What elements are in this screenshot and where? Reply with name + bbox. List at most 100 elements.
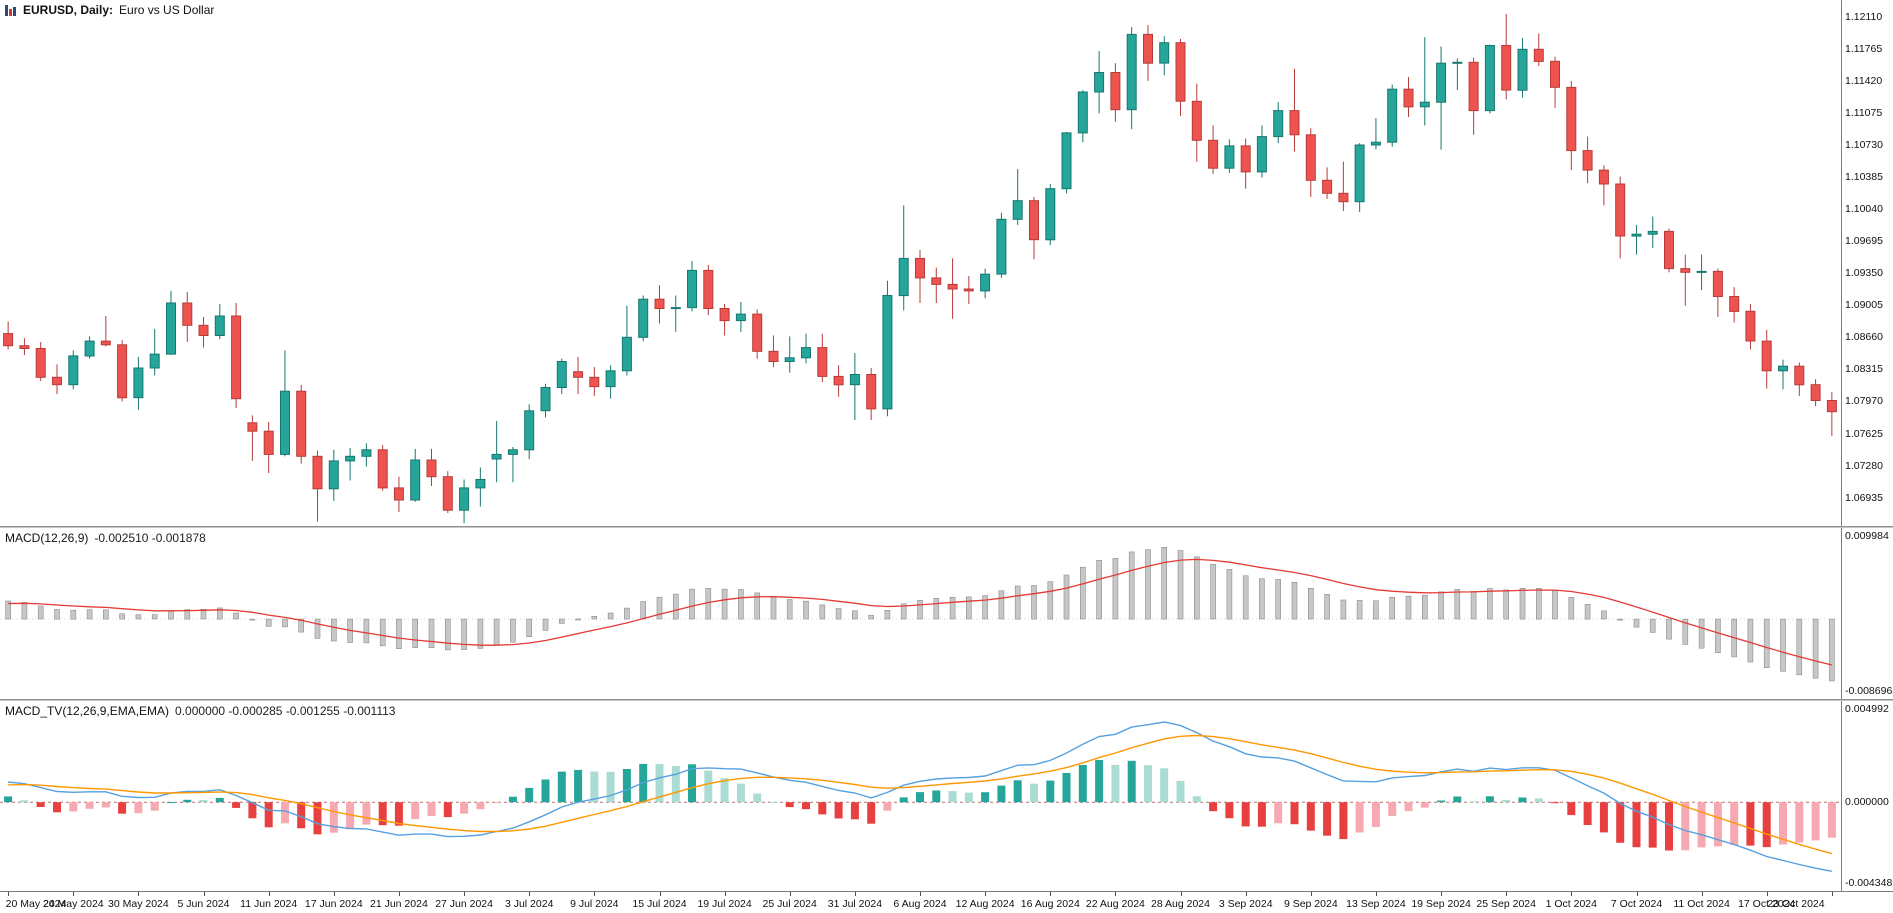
time-tick — [73, 892, 75, 896]
macdtv-histogram-bar — [1339, 802, 1348, 840]
macdtv-histogram-bar — [1795, 802, 1804, 843]
candle — [393, 476, 404, 513]
time-tick — [1506, 892, 1508, 896]
macd-histogram-bar — [1194, 556, 1200, 620]
time-axis-label: 24 May 2024 — [42, 898, 104, 910]
macdtv-histogram-bar — [671, 765, 680, 803]
macdtv-axis-max-label: 0.004992 — [1845, 703, 1889, 715]
macd-histogram-bar — [1340, 599, 1347, 620]
macd-histogram-bar — [1161, 546, 1167, 620]
macd-histogram-bar — [1356, 600, 1363, 620]
macdtv-histogram-bar — [590, 771, 599, 803]
macd-histogram-bar — [1454, 589, 1461, 620]
macd-panel: MACD(12,26,9) -0.002510 -0.001878 0.0099… — [0, 528, 1893, 699]
macd-histogram-bar — [21, 602, 28, 620]
time-axis[interactable]: 20 May 2024 24 May 2024 30 May 2024 5 Jun 2… — [0, 891, 1893, 913]
candle — [231, 303, 242, 408]
macdtv-histogram-bar — [1046, 780, 1055, 803]
macdtv-axis[interactable]: 0.004992 0.000000 -0.004348 — [1841, 701, 1893, 891]
macd-histogram-bar — [200, 609, 207, 620]
candle — [556, 358, 567, 394]
candle — [849, 353, 860, 421]
macd-histogram-bar — [607, 612, 614, 620]
macdtv-histogram-bar — [1355, 802, 1364, 833]
candle — [1159, 36, 1170, 76]
time-tick — [1441, 892, 1443, 896]
macd-histogram-bar — [998, 590, 1005, 620]
price-chart-canvas[interactable] — [0, 0, 1840, 526]
macd-histogram-bar — [542, 618, 549, 631]
candle — [1419, 37, 1430, 126]
macd-histogram-bar — [184, 609, 191, 620]
macdtv-histogram-bar — [4, 796, 13, 803]
macdtv-histogram-bar — [818, 802, 827, 815]
macd-histogram-bar — [168, 610, 174, 620]
price-axis[interactable]: 1.12110 1.11765 1.11420 1.11075 1.10730 1.103… — [1841, 0, 1893, 526]
time-tick — [464, 892, 466, 896]
macdtv-histogram-bar — [1274, 802, 1283, 824]
macd-histogram-bar — [721, 588, 728, 620]
price-axis-label: 1.11075 — [1845, 106, 1883, 119]
candle — [703, 264, 714, 315]
macd-histogram-bar — [624, 607, 630, 620]
macdtv-histogram-bar — [232, 802, 241, 808]
time-axis-label: 5 Jun 2024 — [177, 898, 230, 910]
candle — [1322, 167, 1333, 199]
time-axis-label: 9 Jul 2024 — [570, 898, 619, 910]
candle — [1175, 39, 1186, 117]
macd-axis[interactable]: 0.009984 -0.008696 — [1841, 528, 1893, 699]
macdtv-histogram-bar — [916, 792, 924, 803]
macd-histogram-bar — [86, 609, 93, 620]
macd-histogram-bar — [330, 618, 337, 642]
macdtv-histogram-bar — [802, 802, 810, 810]
time-tick — [203, 892, 205, 896]
macdtv-histogram-bar — [1225, 802, 1234, 819]
time-axis-label: 9 Sep 2024 — [1283, 898, 1338, 910]
candle — [214, 303, 225, 340]
candle — [507, 447, 518, 483]
candle — [817, 333, 828, 382]
macdtv-histogram-bar — [1371, 802, 1380, 827]
candle — [1403, 77, 1414, 118]
macd-histogram-bar — [1584, 604, 1591, 620]
time-axis-label: 1 Oct 2024 — [1545, 898, 1597, 910]
candle — [687, 261, 697, 312]
candle — [1696, 254, 1707, 290]
macd-histogram-bar — [819, 604, 826, 620]
macd-histogram-bar — [1405, 595, 1412, 620]
macd-histogram-bar — [835, 608, 842, 620]
candle — [621, 305, 632, 376]
candle — [1794, 362, 1805, 396]
macdtv-histogram-bar — [525, 787, 534, 803]
candle — [1191, 83, 1202, 162]
macdtv-histogram-bar — [167, 802, 175, 804]
candle — [1826, 392, 1837, 436]
macdtv-chart-canvas[interactable] — [0, 701, 1840, 891]
candle — [377, 445, 388, 491]
candle — [52, 364, 62, 394]
time-tick — [1636, 892, 1638, 896]
panel-splitter-1[interactable] — [0, 526, 1893, 528]
candle — [1468, 57, 1479, 135]
macd-histogram-bar — [314, 618, 321, 639]
macd-histogram-bar — [1698, 618, 1705, 649]
macdtv-histogram-bar — [1127, 760, 1136, 803]
time-axis-label: 21 Jun 2024 — [369, 898, 428, 910]
panel-splitter-2[interactable] — [0, 699, 1893, 701]
macdtv-histogram-bar — [964, 792, 973, 803]
macdtv-histogram-bar — [215, 797, 224, 803]
price-axis-label: 1.09005 — [1845, 299, 1883, 312]
time-tick — [268, 892, 270, 896]
candle — [1533, 33, 1544, 66]
macd-chart-canvas[interactable] — [0, 528, 1840, 699]
macd-histogram-bar — [1829, 618, 1835, 682]
macd-histogram-bar — [477, 618, 484, 649]
macd-histogram-bar — [803, 600, 809, 620]
macd-histogram-bar — [1145, 549, 1151, 620]
time-tick — [1571, 892, 1573, 896]
macd-histogram-bar — [933, 598, 940, 620]
time-axis-label: 3 Sep 2024 — [1218, 898, 1273, 910]
macd-histogram-bar — [852, 610, 858, 620]
candlestick-chart-icon — [5, 4, 16, 16]
time-axis-label: 31 Jul 2024 — [827, 898, 883, 910]
